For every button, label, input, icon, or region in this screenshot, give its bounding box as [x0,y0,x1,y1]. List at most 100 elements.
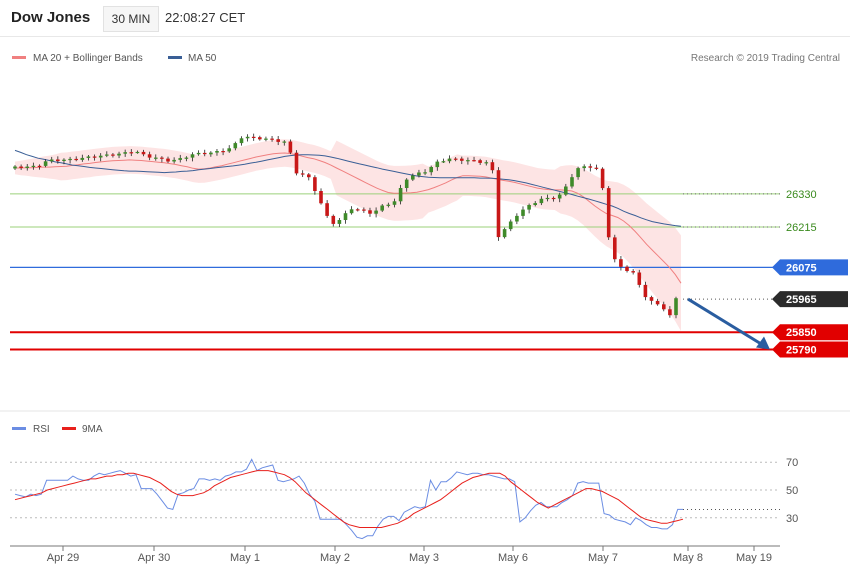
candle-body [619,259,623,267]
candle [190,152,195,162]
candle-body [600,168,605,189]
ma20-legend-swatch [12,56,26,59]
candle-body [343,213,348,220]
candle [111,153,115,158]
candle-body [166,158,170,162]
candle [606,186,611,240]
candle [490,159,495,174]
candle [74,156,78,162]
candle [478,158,482,165]
forecast-arrow-shaft [687,297,763,346]
candle [594,164,599,171]
level-label: 25790 [786,344,817,356]
candle [98,153,103,162]
candle [184,156,189,162]
candle [337,217,342,228]
candle-body [355,209,360,211]
rsi-tick-label: 50 [786,485,798,497]
timeframe-selector[interactable]: 30 MIN [103,6,159,32]
candle-body [227,148,231,152]
candle-body [239,138,244,144]
candle [62,158,66,165]
candle [105,151,109,158]
forecast-arrow-head [756,336,770,350]
candle [288,139,293,155]
level-label: 26075 [786,262,817,274]
candle-body [453,158,458,160]
candle [582,164,586,172]
candle-body [160,157,164,159]
candle-body [398,188,403,202]
level-label: 25850 [786,327,817,339]
candle [215,148,219,156]
candle [655,298,660,306]
candle-body [19,166,23,168]
candle-body [123,152,127,154]
candle [227,145,231,153]
candle-body [588,166,593,168]
candle [625,265,629,273]
candle [613,234,617,263]
candle [68,156,72,164]
candle-body [215,151,219,153]
level-tag [772,259,848,276]
candle-body [423,172,427,174]
candle [453,157,458,162]
x-tick-label: May 2 [320,552,350,564]
candle [502,227,507,239]
level-label: 26215 [786,222,817,234]
candle-body [557,194,562,199]
candle [631,269,635,275]
candle-body [92,156,97,158]
candle-body [368,210,372,214]
candle [398,184,403,205]
candle-body [466,160,470,162]
candle [154,154,158,161]
x-tick-label: Apr 30 [138,552,170,564]
candle-body [56,159,60,162]
candle-body [111,154,115,156]
candle-body [637,272,642,285]
rsi-tick-label: 70 [786,457,798,469]
candle-body [649,297,654,301]
candle-body [643,284,648,298]
level-26330: 26330 [10,189,817,201]
candle [282,140,287,146]
chart-header: Dow Jones 30 MIN 22:08:27 CET [0,0,850,36]
candle [619,256,623,271]
candle-body [178,158,182,160]
candle-body [135,151,140,154]
candle [37,164,42,170]
candlesticks [13,133,678,319]
candle-body [190,154,195,158]
candle [460,156,464,165]
candle-body [49,159,54,162]
candle-body [184,157,189,159]
candle [551,196,556,202]
candle [221,148,225,156]
candle [239,136,244,146]
candle-body [508,221,513,230]
candle-body [429,167,433,173]
candle [325,200,329,218]
candle-body [521,209,525,216]
candle [25,164,29,171]
candle [386,202,391,208]
candle [392,198,397,208]
candle [533,201,537,207]
candle [166,156,170,163]
chart-legend: MA 20 + Bollinger Bands MA 50 Research ©… [12,53,840,64]
credit-text: Research © 2019 Trading Central [691,53,840,64]
candle [423,169,427,176]
candle-body [625,266,629,271]
candle [662,301,666,312]
candle [245,134,250,142]
ma50-legend-swatch [168,56,182,59]
candle [374,207,378,218]
level-label: 26330 [786,189,817,201]
candle-body [264,138,268,140]
candle-body [31,165,36,167]
level-tag [772,291,848,308]
candle [380,204,384,213]
